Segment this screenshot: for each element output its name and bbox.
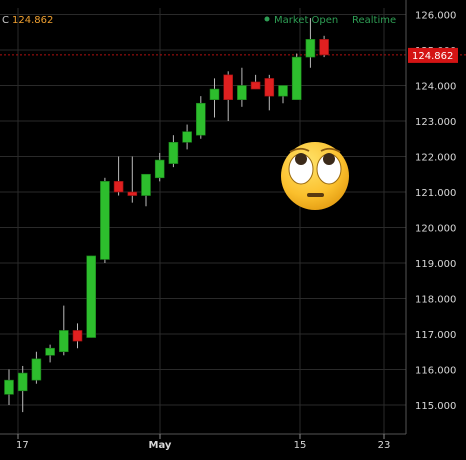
y-tick-label: 126.000 xyxy=(415,11,456,22)
x-tick-label: May xyxy=(149,440,172,451)
y-tick-label: 122.000 xyxy=(415,153,456,164)
candle-body xyxy=(223,74,233,100)
y-tick-label: 116.000 xyxy=(415,366,456,377)
candle-body xyxy=(237,85,247,100)
candle-body xyxy=(45,347,55,356)
y-tick-label: 124.000 xyxy=(415,82,456,93)
candle-body xyxy=(168,142,179,164)
candle-body xyxy=(182,131,192,143)
y-axis: 115.000 116.000 117.000 118.000 119.000 120.0… xyxy=(405,0,456,434)
price-tag xyxy=(408,47,458,63)
realtime-text: Realtime xyxy=(352,15,396,26)
price-tag-label: 124.862 xyxy=(412,51,453,62)
x-tick-label: 17 xyxy=(16,440,29,451)
candle-body xyxy=(291,56,302,100)
y-tick-label: 117.000 xyxy=(415,330,456,341)
candle-body xyxy=(72,330,83,342)
y-tick-label: 123.000 xyxy=(415,117,456,128)
y-tick-label: 118.000 xyxy=(415,295,456,306)
candle-body xyxy=(86,255,96,338)
candle-body xyxy=(319,39,329,56)
x-axis: 17 May 15 23 xyxy=(0,433,406,451)
last-price-value: 124.862 xyxy=(12,15,53,26)
candle-body xyxy=(127,191,138,196)
grid-lines xyxy=(0,8,406,434)
market-status-text: Market Open xyxy=(274,15,338,26)
x-tick-label: 15 xyxy=(294,440,307,451)
candle-body xyxy=(141,173,151,196)
market-status-dot xyxy=(264,16,270,22)
candle-body xyxy=(264,78,275,97)
candle-body xyxy=(305,39,316,58)
candle-body xyxy=(250,81,261,90)
y-tick-label: 121.000 xyxy=(415,188,456,199)
candle-body xyxy=(209,88,220,101)
candle-body xyxy=(196,102,206,136)
symbol-label: C xyxy=(2,15,9,26)
candle-body xyxy=(31,358,42,381)
candle-body xyxy=(113,181,124,193)
candle-body xyxy=(154,159,165,179)
candle-body xyxy=(17,372,28,392)
candle-body xyxy=(58,330,69,353)
candle-body xyxy=(100,181,110,260)
y-tick-label: 115.000 xyxy=(415,401,456,412)
candle-body xyxy=(4,379,14,395)
y-tick-label: 120.000 xyxy=(415,224,456,235)
candle-series xyxy=(4,18,329,413)
y-tick-label: 119.000 xyxy=(415,259,456,270)
face-with-rolling-eyes-emoji xyxy=(278,141,352,211)
x-tick-label: 23 xyxy=(378,440,391,451)
candle-body xyxy=(278,85,288,97)
